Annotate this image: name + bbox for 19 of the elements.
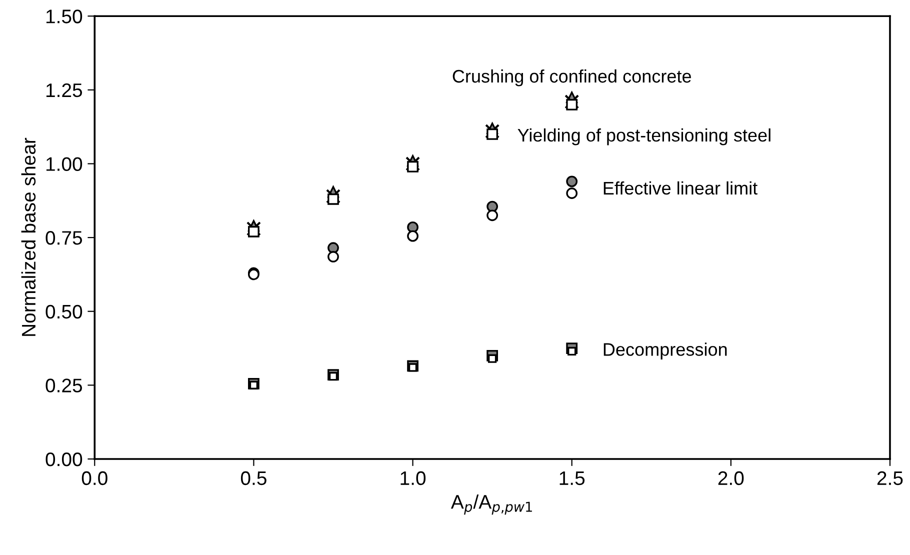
x-tick-label: 1.0 — [400, 471, 426, 486]
series-label: Decompression — [604, 342, 727, 360]
y-tick-label: 0.00 — [46, 452, 82, 466]
y-tick-label: 0.75 — [46, 231, 82, 245]
y-axis-title: Normalized base shear — [21, 138, 36, 336]
y-tick-label: 1.25 — [46, 83, 82, 98]
x-tick-label: 2.0 — [718, 471, 744, 486]
x-tick-label: 1.5 — [560, 472, 585, 486]
y-tick-label: 0.50 — [46, 304, 82, 319]
x-tick-label: 0.0 — [82, 471, 108, 486]
x-tick-label: 2.5 — [877, 471, 903, 486]
series-label: Effective linear limit — [604, 181, 758, 195]
x-axis-title: A$_{p}$/A$_{p,pw1}$ — [450, 494, 532, 515]
y-tick-label: 1.50 — [46, 10, 82, 24]
y-tick-label: 0.25 — [46, 378, 82, 392]
series-label: Crushing of confined concrete — [452, 69, 691, 86]
y-tick-label: 1.00 — [46, 157, 82, 171]
series-label: Yielding of post-tensioning steel — [518, 128, 770, 146]
x-tick-label: 0.5 — [240, 471, 266, 486]
